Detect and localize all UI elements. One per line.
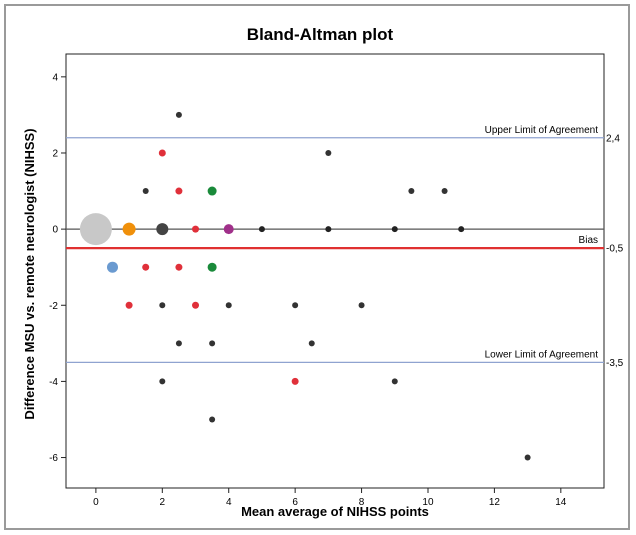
- x-tick-label: 2: [160, 497, 166, 508]
- plot-area: [65, 53, 605, 489]
- data-point: [524, 454, 531, 461]
- data-point: [207, 186, 217, 196]
- ref-label-upper: Upper Limit of Agreement: [485, 125, 599, 136]
- data-point: [209, 340, 216, 347]
- ref-value-lower: -3,5: [606, 358, 624, 369]
- data-points: [79, 111, 531, 461]
- data-point: [292, 302, 299, 309]
- data-point: [325, 226, 332, 233]
- data-point: [175, 187, 183, 195]
- data-point: [192, 225, 200, 233]
- data-point: [159, 378, 166, 385]
- y-tick-label: 0: [52, 225, 58, 236]
- x-axis-label: Mean average of NIHSS points: [241, 504, 429, 519]
- data-point: [159, 302, 166, 309]
- chart-frame: Bland-Altman plot Upper Limit of Agreeme…: [4, 4, 630, 530]
- y-tick-label: 4: [52, 72, 58, 83]
- data-point: [308, 340, 315, 347]
- data-point: [325, 149, 332, 156]
- y-axis-label: Difference MSU vs. remote neurologist (N…: [22, 128, 37, 419]
- data-point: [125, 301, 133, 309]
- x-tick-label: 8: [359, 497, 365, 508]
- data-point: [408, 188, 415, 195]
- data-point: [258, 226, 265, 233]
- x-tick-label: 4: [226, 497, 232, 508]
- ref-label-bias: Bias: [579, 235, 598, 246]
- data-point: [175, 263, 183, 271]
- reference-lines: Upper Limit of Agreement 2,4 Bias -0,5 Lower…: [66, 125, 624, 369]
- ref-value-bias: -0,5: [606, 244, 624, 255]
- data-point: [142, 188, 149, 195]
- y-tick-label: -2: [49, 301, 58, 312]
- x-tick-label: 6: [292, 497, 298, 508]
- data-point: [225, 302, 232, 309]
- x-axis: 0 2 4 6 8 10 12 14: [93, 488, 567, 508]
- data-point: [458, 226, 465, 233]
- data-point: [156, 223, 169, 236]
- y-tick-label: -6: [49, 453, 58, 464]
- x-tick-label: 12: [489, 497, 501, 508]
- ref-value-upper: 2,4: [606, 133, 620, 144]
- data-point: [175, 111, 182, 118]
- data-point: [209, 416, 216, 423]
- data-point: [223, 224, 234, 235]
- y-tick-label: -4: [49, 377, 58, 388]
- data-point: [391, 378, 398, 385]
- y-tick-label: 2: [52, 148, 58, 159]
- x-tick-label: 0: [93, 497, 99, 508]
- ref-label-lower: Lower Limit of Agreement: [485, 349, 599, 360]
- data-point: [142, 263, 150, 271]
- data-point: [441, 188, 448, 195]
- chart-title: Bland-Altman plot: [247, 25, 394, 44]
- y-axis: -6 -4 -2 0 2 4: [49, 72, 66, 464]
- data-point: [122, 222, 136, 236]
- data-point: [158, 149, 166, 157]
- bland-altman-chart: Bland-Altman plot Upper Limit of Agreeme…: [22, 25, 624, 519]
- data-point: [391, 226, 398, 233]
- data-point: [106, 261, 118, 273]
- x-tick-label: 10: [422, 497, 434, 508]
- data-point: [79, 213, 112, 246]
- x-tick-label: 14: [555, 497, 567, 508]
- data-point: [192, 301, 200, 309]
- data-point: [175, 340, 182, 347]
- data-point: [358, 302, 365, 309]
- data-point: [291, 377, 299, 385]
- data-point: [207, 262, 217, 272]
